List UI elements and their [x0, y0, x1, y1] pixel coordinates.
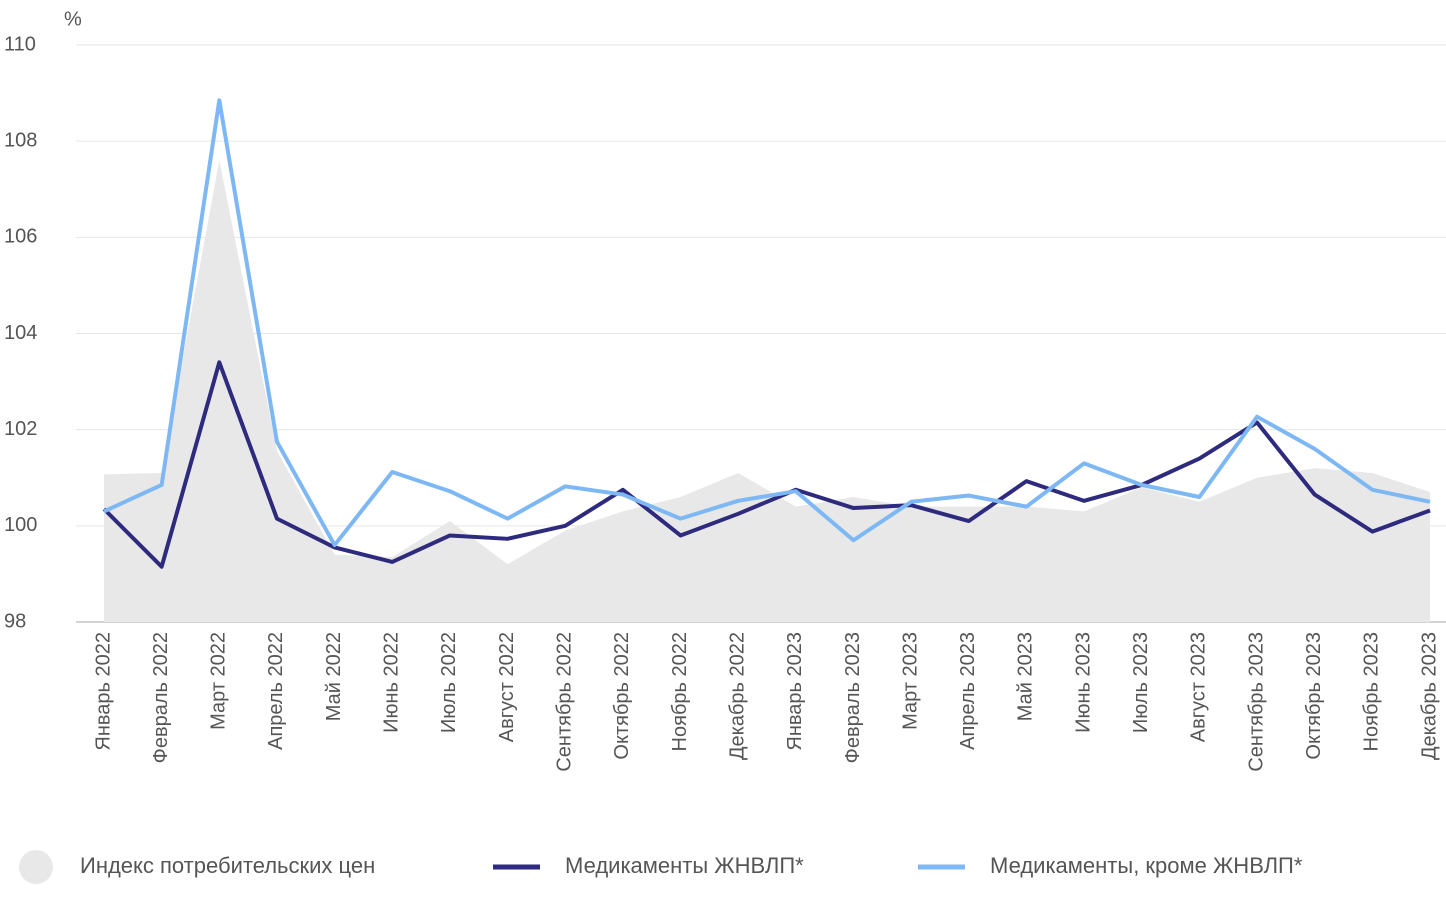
- legend-label: Медикаменты ЖНВЛП*: [565, 853, 804, 878]
- y-tick-label: 106: [4, 226, 37, 248]
- x-tick-label: Июль 2023: [1130, 632, 1152, 733]
- x-tick-label: Октябрь 2023: [1303, 632, 1325, 760]
- x-tick-label: Август 2023: [1188, 632, 1210, 742]
- line: [102, 360, 1431, 569]
- x-tick-label: Сентябрь 2022: [553, 632, 575, 772]
- y-tick-label: 102: [4, 418, 37, 440]
- x-tick-label: Май 2023: [1015, 632, 1037, 721]
- y-tick-label: 108: [4, 129, 37, 151]
- line: [103, 98, 1431, 548]
- x-tick-label: Ноябрь 2023: [1361, 632, 1383, 751]
- x-tick-label: Декабрь 2023: [1418, 632, 1440, 760]
- x-tick-label: Январь 2023: [784, 632, 806, 751]
- x-tick-label: Май 2022: [323, 632, 345, 721]
- x-tick-label: Сентябрь 2023: [1245, 632, 1267, 772]
- legend-label: Медикаменты, кроме ЖНВЛП*: [990, 853, 1303, 878]
- x-tick-label: Декабрь 2022: [726, 632, 748, 760]
- x-tick-label: Апрель 2023: [957, 632, 979, 750]
- x-tick-label: Июнь 2023: [1072, 632, 1094, 733]
- x-tick-label: Февраль 2023: [842, 632, 864, 763]
- x-tick-label: Февраль 2022: [150, 632, 172, 763]
- x-tick-label: Апрель 2022: [265, 632, 287, 750]
- x-tick-label: Июль 2022: [438, 632, 460, 733]
- y-tick-label: 110: [4, 33, 36, 55]
- y-axis-label: %: [64, 8, 82, 30]
- x-tick-label: Ноябрь 2022: [669, 632, 691, 751]
- x-tick-label: Июнь 2022: [381, 632, 403, 733]
- legend-label: Индекс потребительских цен: [80, 853, 375, 878]
- x-tick-label: Март 2023: [899, 632, 921, 730]
- legend-swatch: [19, 850, 53, 884]
- area: [104, 160, 1430, 622]
- x-tick-label: Август 2022: [496, 632, 518, 742]
- y-tick-label: 98: [4, 610, 26, 632]
- x-tick-label: Январь 2022: [92, 632, 114, 751]
- x-tick-label: Март 2022: [208, 632, 230, 730]
- y-tick-label: 104: [4, 322, 37, 344]
- y-tick-label: 100: [4, 514, 37, 536]
- x-tick-label: Октябрь 2022: [611, 632, 633, 760]
